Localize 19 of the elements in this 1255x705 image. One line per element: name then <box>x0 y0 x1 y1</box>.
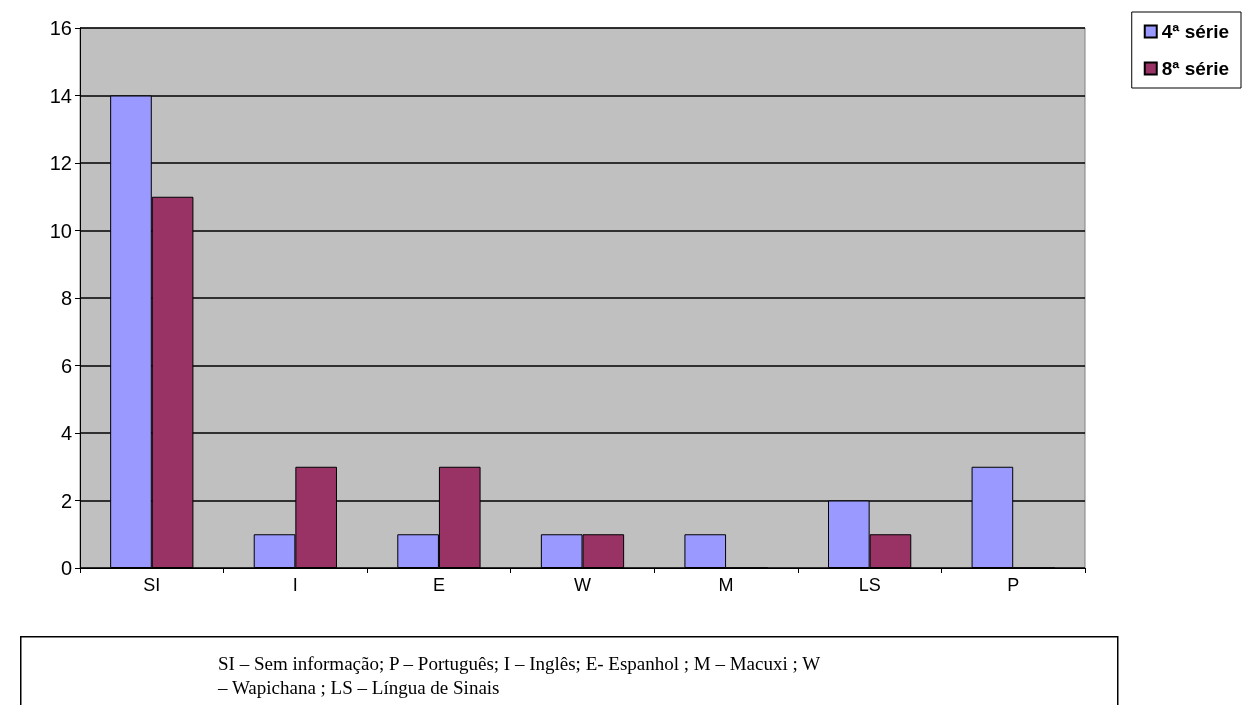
y-tick-label: 16 <box>49 17 72 39</box>
y-tick-label: 14 <box>49 84 72 107</box>
y-tick-label: 8 <box>60 287 72 309</box>
legend-label: 4ª série <box>1161 21 1230 42</box>
x-tick-label: LS <box>858 575 881 595</box>
y-tick-label: 6 <box>60 354 72 377</box>
x-tick-label: P <box>1007 575 1020 595</box>
x-tick-label: E <box>432 575 445 595</box>
x-tick-label: W <box>574 575 591 595</box>
y-tick-label: 4 <box>60 422 72 444</box>
y-tick-label: 10 <box>49 219 72 242</box>
y-tick-label: 2 <box>60 489 72 512</box>
y-tick-label: 12 <box>49 152 72 174</box>
x-tick-label: SI <box>143 575 161 595</box>
y-tick-label: 0 <box>60 557 72 579</box>
text: SI – Sem informação; P – Português; I – Inglês; E- Espanhol ; M – Macuxi ; W – Wapichana ; LS – Língua de Sinais <box>217 652 825 698</box>
x-tick-label: I <box>292 575 298 595</box>
x-tick-label: M <box>718 575 734 595</box>
legend-label: 8ª série <box>1161 58 1230 79</box>
